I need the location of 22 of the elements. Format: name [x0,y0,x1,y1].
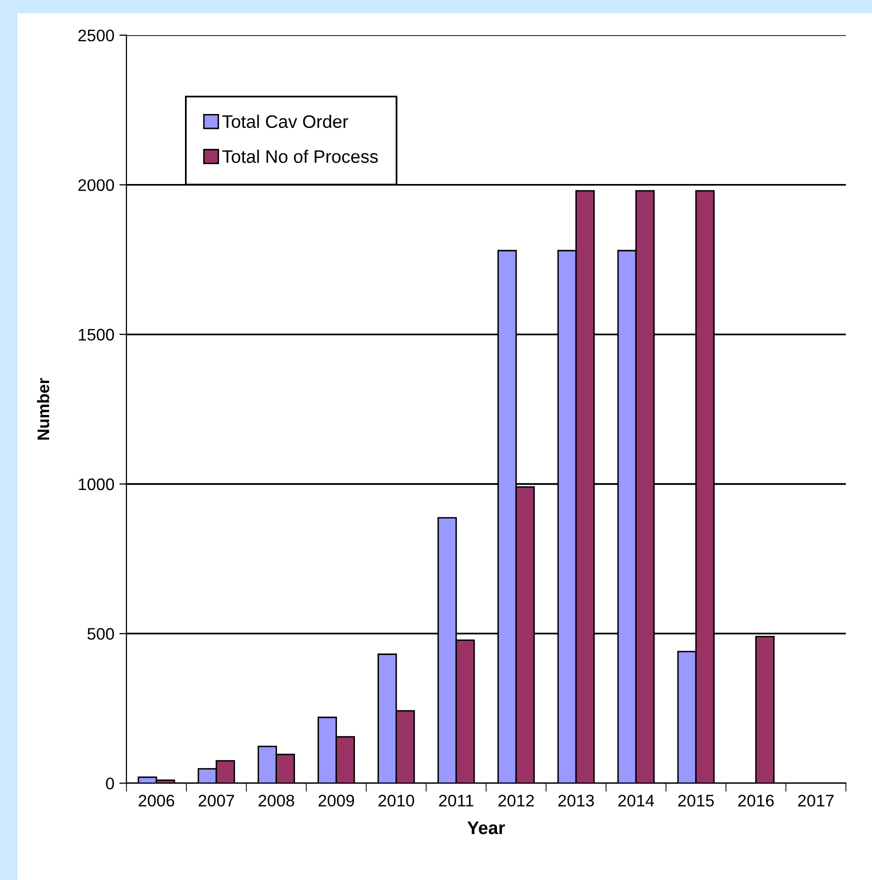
x-tick-label: 2016 [738,794,774,807]
y-tick-label: 0 [106,778,114,790]
x-tick-label: 2006 [138,794,174,807]
y-tick-label: 2000 [78,179,114,192]
x-tick-label: 2011 [439,794,474,807]
x-tick-label: 2015 [678,794,714,807]
x-tick-label: 2014 [618,794,654,807]
y-tick-label: 1000 [78,478,114,490]
x-tick-label: 2009 [318,794,354,807]
x-tick-label: 2010 [378,794,414,807]
x-axis-title: Year [467,822,505,834]
y-tick-label: 2500 [78,30,114,42]
y-axis-title: Number [37,378,50,440]
x-tick-label: 2008 [258,794,294,807]
y-tick-label: 500 [87,628,114,640]
x-tick-label: 2017 [798,794,834,807]
y-tick-label: 1500 [78,328,114,341]
legend-label: Total No of Process [222,150,378,163]
x-tick-label: 2013 [558,794,594,807]
x-tick-label: 2007 [198,794,234,807]
x-tick-label: 2012 [498,794,534,807]
legend-label: Total Cav Order [222,114,348,128]
